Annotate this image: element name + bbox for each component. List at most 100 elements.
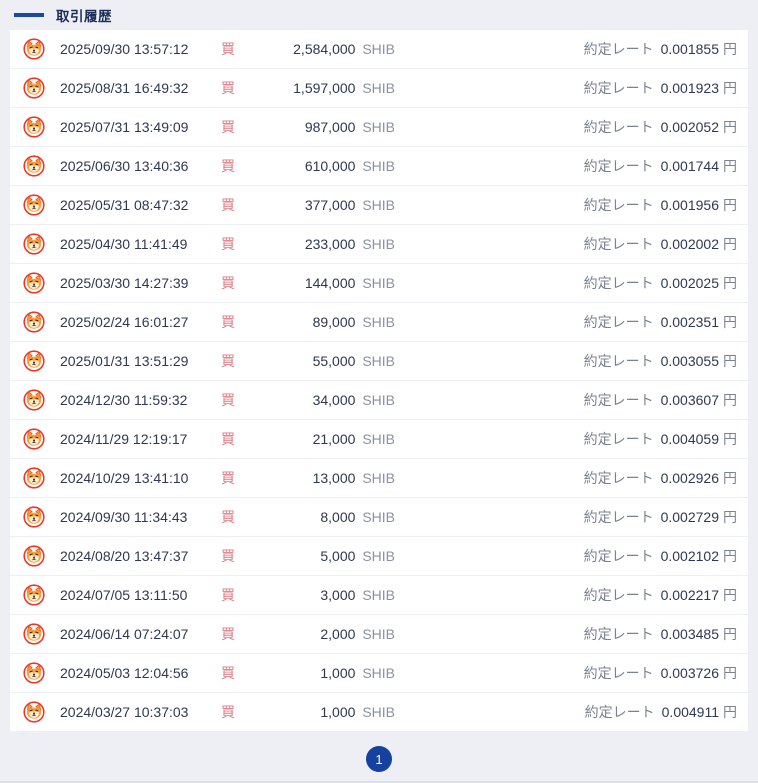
rate-label: 約定レート bbox=[583, 470, 654, 486]
trade-rate: 約定レート 0.002729 円 bbox=[395, 507, 748, 527]
trade-side-badge: 買 bbox=[221, 119, 235, 135]
shib-coin-icon bbox=[10, 467, 60, 489]
trade-side-badge: 買 bbox=[221, 275, 235, 291]
shib-coin-icon bbox=[10, 662, 60, 684]
shib-coin-icon bbox=[10, 428, 60, 450]
rate-value: 0.003055 bbox=[660, 353, 719, 369]
trade-amount-unit: SHIB bbox=[362, 314, 395, 330]
trade-rate: 約定レート 0.001855 円 bbox=[395, 39, 748, 59]
trade-amount-value: 89,000 bbox=[312, 314, 360, 330]
table-row: 2024/09/30 11:34:43 買 8,000 SHIB 約定レート 0.… bbox=[10, 498, 748, 536]
rate-label: 約定レート bbox=[583, 626, 654, 642]
trade-amount-value: 1,597,000 bbox=[293, 80, 360, 96]
trade-datetime: 2024/08/20 13:47:37 bbox=[60, 548, 189, 564]
trade-amount-unit: SHIB bbox=[362, 353, 395, 369]
rate-value: 0.002926 bbox=[660, 470, 719, 486]
rate-currency: 円 bbox=[723, 314, 737, 330]
rate-currency: 円 bbox=[723, 665, 737, 681]
trade-rate: 約定レート 0.003485 円 bbox=[395, 624, 748, 644]
trade-datetime: 2025/04/30 11:41:49 bbox=[60, 236, 188, 252]
trade-datetime: 2024/10/29 13:41:10 bbox=[60, 470, 189, 486]
pagination: 1 bbox=[0, 732, 758, 772]
trade-side-badge: 買 bbox=[221, 470, 235, 486]
trade-side-badge: 買 bbox=[221, 509, 235, 525]
table-row: 2025/01/31 13:51:29 買 55,000 SHIB 約定レート 0… bbox=[10, 342, 748, 380]
rate-label: 約定レート bbox=[584, 704, 655, 720]
trade-amount-value: 8,000 bbox=[320, 509, 360, 525]
trade-rate: 約定レート 0.004059 円 bbox=[395, 429, 748, 449]
trade-amount: 1,000 SHIB bbox=[283, 665, 395, 681]
shib-coin-icon bbox=[10, 155, 60, 177]
rate-value: 0.002102 bbox=[660, 548, 719, 564]
rate-currency: 円 bbox=[723, 236, 737, 252]
shib-coin-icon bbox=[10, 506, 60, 528]
trade-amount: 55,000 SHIB bbox=[283, 353, 395, 369]
trade-datetime: 2024/09/30 11:34:43 bbox=[60, 509, 188, 525]
rate-value: 0.002002 bbox=[660, 236, 719, 252]
trade-amount-value: 21,000 bbox=[312, 431, 360, 447]
trade-side-badge: 買 bbox=[221, 587, 235, 603]
trade-side-badge: 買 bbox=[221, 704, 235, 720]
rate-currency: 円 bbox=[723, 509, 737, 525]
trade-amount-value: 2,000 bbox=[320, 626, 360, 642]
trade-amount-value: 233,000 bbox=[304, 236, 360, 252]
trade-list: 2025/09/30 13:57:12 買 2,584,000 SHIB 約定レ… bbox=[0, 30, 758, 731]
shib-coin-icon bbox=[10, 584, 60, 606]
trade-amount-value: 13,000 bbox=[312, 470, 360, 486]
shib-coin-icon bbox=[10, 38, 60, 60]
trade-datetime: 2024/03/27 10:37:03 bbox=[60, 704, 189, 720]
trade-amount-value: 34,000 bbox=[312, 392, 360, 408]
trade-datetime: 2025/05/31 08:47:32 bbox=[60, 197, 189, 213]
trade-amount: 377,000 SHIB bbox=[283, 197, 395, 213]
trade-amount: 89,000 SHIB bbox=[283, 314, 395, 330]
rate-label: 約定レート bbox=[583, 509, 654, 525]
trade-amount: 8,000 SHIB bbox=[283, 509, 395, 525]
trade-amount: 1,597,000 SHIB bbox=[283, 80, 395, 96]
trade-amount: 2,584,000 SHIB bbox=[283, 41, 395, 57]
rate-value: 0.001855 bbox=[660, 41, 719, 57]
trade-rate: 約定レート 0.002002 円 bbox=[395, 234, 748, 254]
rate-currency: 円 bbox=[723, 548, 737, 564]
rate-label: 約定レート bbox=[583, 236, 654, 252]
trade-side-badge: 買 bbox=[221, 197, 235, 213]
trade-side-badge: 買 bbox=[221, 314, 235, 330]
rate-value: 0.002729 bbox=[660, 509, 719, 525]
rate-currency: 円 bbox=[723, 587, 737, 603]
trade-amount-unit: SHIB bbox=[362, 626, 395, 642]
shib-coin-icon bbox=[10, 311, 60, 333]
table-row: 2025/03/30 14:27:39 買 144,000 SHIB 約定レート… bbox=[10, 264, 748, 302]
trade-side-badge: 買 bbox=[221, 626, 235, 642]
trade-datetime: 2025/08/31 16:49:32 bbox=[60, 80, 189, 96]
trade-side-badge: 買 bbox=[221, 431, 235, 447]
trade-datetime: 2025/07/31 13:49:09 bbox=[60, 119, 189, 135]
trade-amount-value: 2,584,000 bbox=[293, 41, 360, 57]
trade-rate: 約定レート 0.003607 円 bbox=[395, 390, 748, 410]
rate-value: 0.003485 bbox=[660, 626, 719, 642]
rate-currency: 円 bbox=[723, 470, 737, 486]
shib-coin-icon bbox=[10, 350, 60, 372]
trade-amount-unit: SHIB bbox=[362, 158, 395, 174]
table-row: 2025/07/31 13:49:09 買 987,000 SHIB 約定レート… bbox=[10, 108, 748, 146]
trade-datetime: 2025/06/30 13:40:36 bbox=[60, 158, 189, 174]
rate-label: 約定レート bbox=[583, 587, 654, 603]
rate-label: 約定レート bbox=[583, 431, 654, 447]
rate-value: 0.003726 bbox=[660, 665, 719, 681]
shib-coin-icon bbox=[10, 545, 60, 567]
trade-datetime: 2024/06/14 07:24:07 bbox=[60, 626, 189, 642]
trade-rate: 約定レート 0.002926 円 bbox=[395, 468, 748, 488]
rate-label: 約定レート bbox=[583, 548, 654, 564]
trade-datetime: 2024/11/29 12:19:17 bbox=[60, 431, 188, 447]
trade-amount: 5,000 SHIB bbox=[283, 548, 395, 564]
rate-value: 0.002052 bbox=[660, 119, 719, 135]
shib-coin-icon bbox=[10, 233, 60, 255]
rate-currency: 円 bbox=[723, 392, 737, 408]
rate-label: 約定レート bbox=[583, 80, 654, 96]
trade-rate: 約定レート 0.002351 円 bbox=[395, 312, 748, 332]
rate-value: 0.002025 bbox=[660, 275, 719, 291]
trade-datetime: 2025/02/24 16:01:27 bbox=[60, 314, 189, 330]
pagination-page-1[interactable]: 1 bbox=[366, 746, 392, 772]
trade-amount-unit: SHIB bbox=[362, 41, 395, 57]
rate-label: 約定レート bbox=[583, 197, 654, 213]
rate-label: 約定レート bbox=[583, 314, 654, 330]
title-accent-bar bbox=[14, 13, 44, 17]
